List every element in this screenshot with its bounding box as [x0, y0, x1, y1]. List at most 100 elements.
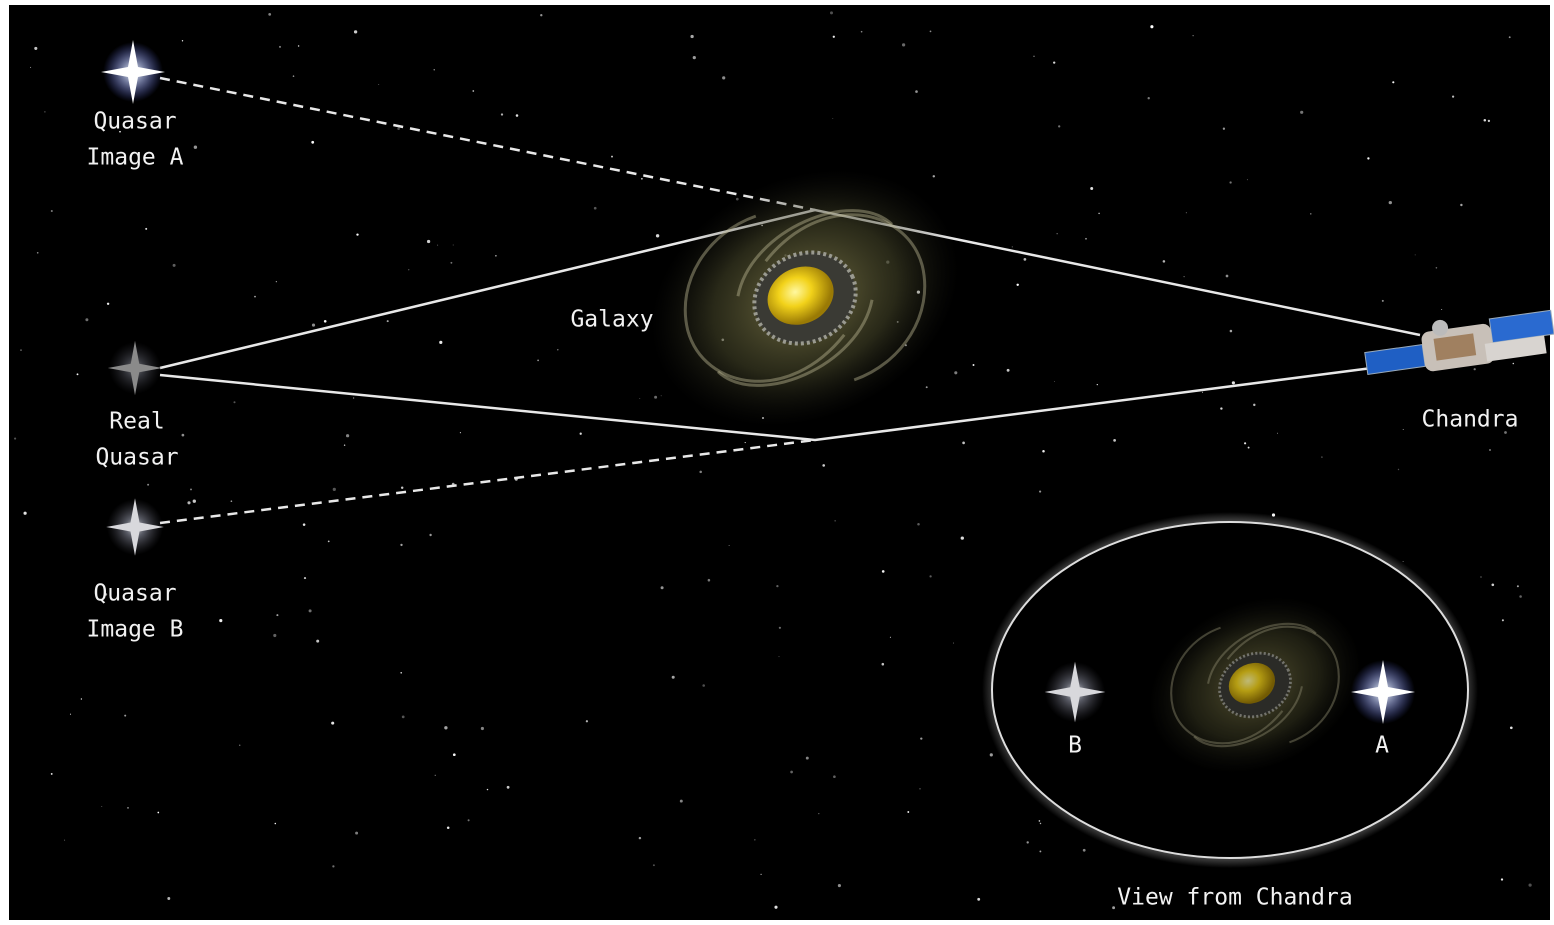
- background-star: [1150, 25, 1154, 29]
- background-star: [660, 395, 662, 397]
- background-star: [699, 470, 702, 474]
- background-star: [190, 488, 192, 491]
- background-star: [954, 371, 958, 375]
- background-star: [127, 807, 129, 809]
- background-star: [671, 675, 675, 679]
- background-star: [925, 386, 928, 389]
- background-star: [343, 444, 346, 446]
- background-star: [1253, 403, 1256, 407]
- background-star: [515, 114, 519, 117]
- background-star: [429, 533, 432, 537]
- background-star: [640, 177, 643, 180]
- background-star: [433, 69, 435, 71]
- background-star: [450, 261, 453, 264]
- background-star: [1006, 368, 1010, 372]
- background-star: [1388, 200, 1392, 205]
- background-star: [401, 715, 405, 719]
- background-star: [472, 90, 475, 92]
- background-star: [728, 544, 730, 546]
- background-star: [408, 269, 410, 271]
- background-star: [1489, 449, 1491, 451]
- background-star: [1277, 432, 1279, 434]
- background-star: [276, 614, 279, 617]
- background-star: [292, 75, 295, 77]
- background-star: [1504, 431, 1507, 434]
- background-star: [356, 233, 359, 236]
- background-star: [1192, 35, 1194, 37]
- label: Quasar: [93, 581, 176, 607]
- background-star: [540, 14, 543, 17]
- background-star: [80, 698, 83, 700]
- background-star: [1202, 391, 1204, 393]
- background-star: [1220, 407, 1223, 410]
- background-star: [467, 819, 470, 822]
- background-star: [36, 251, 39, 254]
- background-star: [1039, 850, 1042, 853]
- background-star: [1247, 446, 1250, 449]
- background-star: [400, 486, 404, 490]
- background-star: [332, 865, 335, 868]
- background-star: [254, 295, 256, 298]
- background-star: [69, 713, 72, 715]
- chandra-satellite: [1364, 309, 1554, 375]
- background-star: [977, 897, 981, 901]
- background-star: [881, 662, 885, 666]
- background-star: [444, 726, 448, 730]
- background-star: [1300, 110, 1304, 114]
- background-star: [692, 56, 696, 60]
- background-star: [145, 227, 148, 230]
- background-star: [76, 373, 79, 376]
- background-star: [1112, 906, 1116, 910]
- background-star: [960, 536, 964, 540]
- background-star: [1113, 439, 1116, 442]
- background-star: [1085, 237, 1087, 240]
- background-star: [192, 499, 196, 503]
- background-star: [500, 113, 504, 116]
- dashed-path-b: [159, 438, 816, 525]
- background-star: [1321, 456, 1323, 458]
- background-star: [187, 501, 191, 505]
- background-star: [124, 714, 127, 717]
- background-star: [437, 244, 439, 246]
- background-star: [972, 364, 975, 366]
- background-star: [919, 788, 921, 790]
- background-star: [30, 66, 32, 68]
- background-star: [1397, 468, 1400, 471]
- background-star: [44, 111, 46, 113]
- background-star: [50, 209, 53, 213]
- label: Quasar: [95, 445, 178, 471]
- background-star: [830, 11, 833, 15]
- background-star: [660, 586, 664, 590]
- background-star: [805, 756, 809, 760]
- background-star: [172, 263, 176, 267]
- background-star: [1023, 258, 1027, 261]
- background-star: [1082, 848, 1086, 852]
- background-star: [917, 522, 920, 526]
- background-star: [655, 234, 660, 238]
- background-star: [459, 432, 461, 434]
- background-star: [722, 76, 726, 80]
- background-star: [1460, 203, 1463, 207]
- background-star: [311, 140, 315, 144]
- background-star: [1414, 254, 1416, 256]
- background-star: [1042, 449, 1045, 453]
- background-star: [690, 34, 694, 39]
- background-star: [34, 46, 38, 50]
- label: Chandra: [1422, 407, 1519, 433]
- background-star: [952, 642, 954, 644]
- dashed-path-a: [159, 76, 816, 212]
- background-star: [327, 540, 330, 543]
- background-star: [1058, 125, 1061, 128]
- background-star: [274, 822, 277, 825]
- label: Image A: [87, 145, 184, 171]
- background-star: [1053, 61, 1056, 64]
- background-star: [400, 672, 403, 674]
- background-star: [707, 578, 711, 582]
- background-star: [1183, 275, 1185, 278]
- background-star: [308, 609, 312, 613]
- background-star: [1246, 179, 1248, 181]
- background-star: [157, 811, 160, 814]
- background-star: [929, 30, 932, 33]
- background-star: [1033, 55, 1035, 57]
- background-star: [1039, 822, 1042, 825]
